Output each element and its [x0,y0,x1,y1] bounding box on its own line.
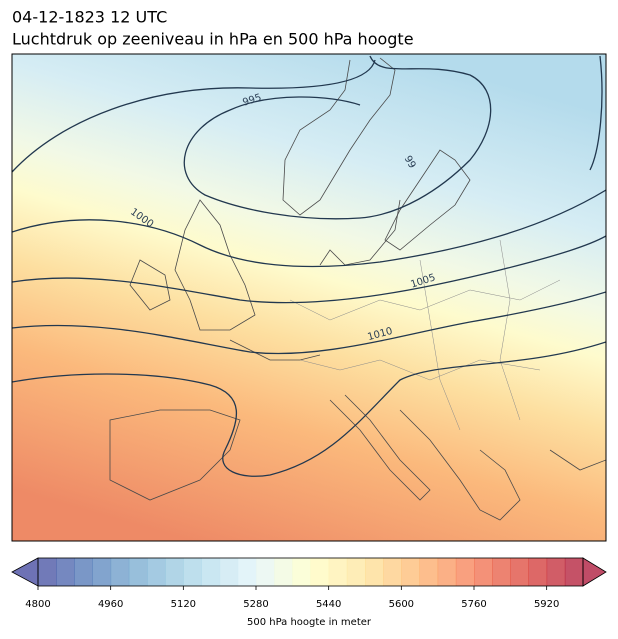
colorbar-tick-label: 4960 [98,599,123,610]
colorbar-swatch [346,558,366,586]
colorbar-tick-label: 5440 [316,599,341,610]
colorbar-extend-high [582,557,607,587]
colorbar: 4800 4960 5120 5280 5440 5600 5760 5920 [11,557,607,610]
subtitle: Luchtdruk op zeeniveau in hPa en 500 hPa… [12,30,414,49]
colorbar-swatch [165,558,184,586]
title: 04-12-1823 12 UTC [12,8,167,27]
colorbar-swatch [256,558,275,586]
map-frame [11,53,607,542]
colorbar-swatch [128,558,148,586]
colorbar-swatch [74,558,93,586]
colorbar-swatch [528,558,548,586]
colorbar-label: 500 hPa hoogte in meter [247,617,372,628]
coastlines [109,57,606,521]
colorbar-swatch [201,558,221,586]
colorbar-extend-low [11,557,39,587]
isobars [12,55,606,477]
colorbar-tick-label: 5280 [243,599,268,610]
borders [289,239,561,431]
colorbar-tick-label: 5120 [171,599,196,610]
colorbar-swatch [419,558,439,586]
colorbar-swatch [292,558,311,586]
colorbar-swatch [546,558,566,586]
colorbar-swatch [274,558,293,586]
colorbar-swatch [474,558,493,586]
colorbar-swatch [219,558,239,586]
colorbar-swatch [147,558,166,586]
colorbar-swatch [328,558,348,586]
height-field [12,54,606,541]
colorbar-swatch [237,558,257,586]
colorbar-swatch [401,558,420,586]
colorbar-swatch [510,558,529,586]
colorbar-swatch [437,558,457,586]
map: 995 99 1000 1005 1010 [12,54,606,541]
colorbar-swatch [365,558,384,586]
colorbar-swatch [564,558,584,586]
colorbar-tick-label: 4800 [25,599,50,610]
colorbar-swatch [92,558,112,586]
colorbar-swatch [183,558,202,586]
colorbar-swatch [455,558,475,586]
colorbar-swatch [110,558,130,586]
colorbar-swatch [56,558,75,586]
colorbar-tick-label: 5600 [389,599,414,610]
colorbar-swatch [310,558,330,586]
colorbar-swatch [492,558,511,586]
colorbar-swatch [383,558,402,586]
colorbar-frame [37,557,584,587]
colorbar-tick-label: 5760 [461,599,486,610]
colorbar-tick-label: 5920 [534,599,559,610]
colorbar-swatch [38,558,57,586]
